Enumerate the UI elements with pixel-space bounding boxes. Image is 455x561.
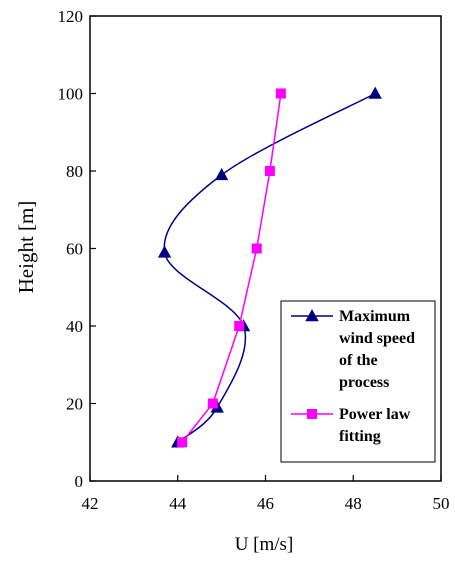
x-tick-label: 48 [345, 494, 362, 513]
series-1-point [368, 86, 382, 99]
series-2-point [177, 437, 188, 448]
series-2-point [234, 321, 245, 331]
x-tick-label: 46 [257, 494, 274, 513]
y-tick-label: 120 [58, 7, 84, 26]
x-axis-title: U [m/s] [235, 534, 294, 555]
series-2-point [264, 166, 275, 176]
legend-box [280, 300, 436, 463]
y-tick-label: 80 [66, 162, 83, 181]
x-tick-label: 50 [433, 494, 450, 513]
y-axis-title: Height [m] [14, 201, 38, 294]
series-1-point [157, 245, 172, 258]
legend-label-2: fitting [339, 428, 381, 445]
legend-label-2: Power law [339, 406, 411, 423]
legend-label-1: Maximum [339, 308, 411, 325]
legend: Maximum wind speed of the process Power law f… [280, 300, 436, 463]
legend-marker-1 [305, 309, 319, 322]
legend-label-1: wind speed [339, 330, 415, 347]
y-tick-label: 40 [66, 317, 83, 336]
legend-label-1: process [339, 374, 389, 391]
legend-marker-2 [307, 409, 317, 419]
series-1-point [214, 168, 229, 181]
y-tick-label: 20 [66, 395, 83, 414]
series-2-line [181, 93, 282, 443]
y-tick-label: 60 [66, 240, 83, 259]
series-2-point [207, 398, 218, 409]
series-2-point [251, 243, 262, 254]
series-2-point [275, 88, 286, 99]
y-tick-label: 100 [58, 85, 84, 104]
legend-label-1: of the [339, 352, 378, 369]
x-tick-label: 42 [82, 494, 99, 513]
y-tick-label: 0 [75, 472, 84, 491]
x-tick-label: 44 [169, 494, 187, 513]
series-2 [177, 88, 286, 448]
